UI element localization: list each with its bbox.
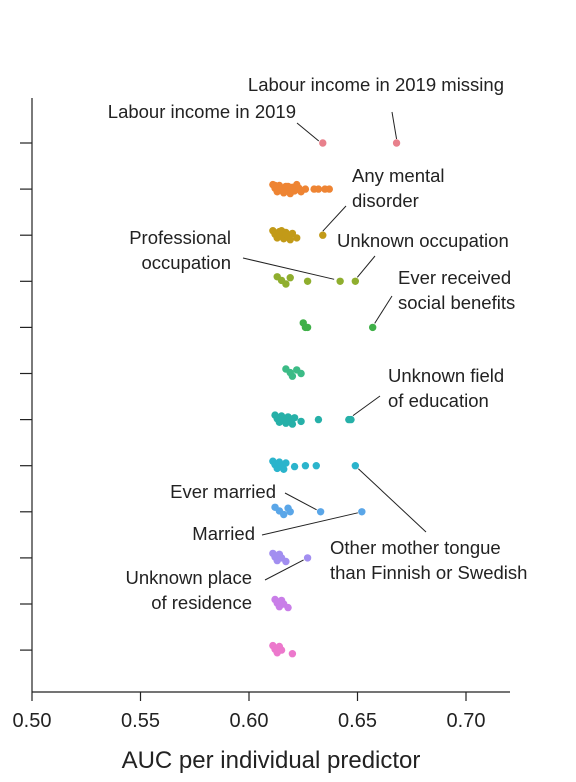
data-point [288, 186, 297, 194]
data-point [392, 139, 401, 147]
annotation-label: Any mental [352, 165, 445, 186]
annotation-leader [357, 468, 427, 533]
annotation-label: occupation [142, 252, 231, 273]
annotation-labels: Labour income in 2019 missing Labour inco… [108, 74, 528, 613]
data-point [319, 231, 327, 239]
data-point [351, 277, 360, 285]
data-point [288, 420, 297, 428]
annotation-leader [296, 122, 320, 142]
data-point [297, 417, 305, 426]
annotation-leader [264, 559, 304, 581]
annotation-label: of education [388, 390, 489, 411]
annotation-label: Professional [129, 227, 231, 248]
x-ticks: 0.50 0.55 0.60 0.65 0.70 [13, 692, 486, 732]
data-point [284, 603, 292, 612]
data-point [290, 462, 299, 471]
data-point [314, 185, 323, 193]
data-point [351, 462, 360, 470]
annotation-label: Ever received [398, 267, 511, 288]
row-ticks [20, 142, 32, 651]
data-point [288, 372, 297, 380]
data-point [282, 230, 290, 238]
x-tick-label: 0.55 [121, 710, 160, 732]
annotation-label: disorder [352, 190, 419, 211]
data-point [358, 508, 366, 516]
annotation-leader [322, 205, 347, 232]
data-point [301, 462, 310, 470]
annotation-leader [356, 255, 376, 278]
data-point [293, 234, 301, 242]
data-point [368, 323, 377, 332]
annotation-leader [352, 395, 381, 417]
data-point [319, 139, 327, 147]
annotation-label: Unknown field [388, 365, 504, 386]
data-point [297, 369, 305, 378]
data-point [286, 274, 294, 282]
annotation-leaders [242, 111, 427, 581]
annotation-label: than Finnish or Swedish [330, 562, 527, 583]
annotation-leader [242, 257, 335, 280]
data-point [303, 277, 312, 285]
annotation-leader [391, 111, 398, 140]
data-point [312, 462, 320, 470]
annotation-label: Unknown occupation [337, 230, 509, 251]
annotation-label: Labour income in 2019 [108, 101, 296, 122]
x-tick-label: 0.70 [447, 710, 486, 732]
data-point [301, 185, 310, 193]
data-point [282, 459, 290, 467]
data-points [269, 139, 401, 658]
data-point [336, 277, 344, 285]
data-point [282, 280, 290, 288]
annotation-label: Labour income in 2019 missing [248, 74, 504, 95]
annotation-label: of residence [151, 592, 252, 613]
data-point [280, 465, 288, 473]
annotation-label: Unknown place [126, 567, 253, 588]
annotation-label: Married [192, 523, 255, 544]
annotation-label: social benefits [398, 292, 515, 313]
x-axis-title: AUC per individual predictor [122, 747, 421, 774]
data-point [286, 236, 294, 244]
data-point [303, 554, 312, 562]
data-point [303, 323, 312, 332]
data-point [316, 508, 325, 516]
data-point [280, 510, 288, 519]
annotation-leader [284, 492, 317, 511]
x-tick-label: 0.65 [338, 710, 377, 732]
data-point [282, 557, 290, 566]
data-point [277, 646, 286, 654]
data-point [325, 185, 333, 193]
data-point [280, 189, 288, 197]
annotation-leader [374, 295, 393, 324]
data-point [290, 414, 299, 422]
data-point [273, 233, 281, 241]
annotation-label: Other mother tongue [330, 537, 501, 558]
annotation-leader [261, 512, 358, 536]
x-tick-label: 0.50 [13, 710, 52, 732]
data-point [288, 650, 297, 658]
x-tick-label: 0.60 [230, 710, 269, 732]
data-point [314, 415, 323, 424]
data-point [286, 508, 294, 516]
annotation-label: Ever married [170, 481, 276, 502]
data-point [347, 415, 355, 424]
